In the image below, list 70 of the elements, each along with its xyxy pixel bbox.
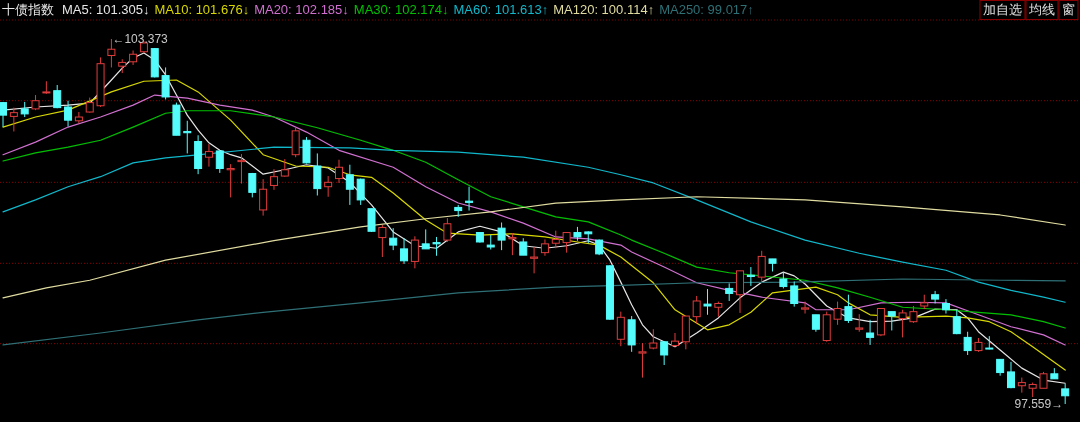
candlestick: [237, 153, 246, 185]
candlestick: [692, 295, 701, 325]
candlestick: [248, 172, 257, 198]
text: MA60: 101.613↑: [453, 2, 549, 17]
candlestick: [313, 152, 322, 197]
candlestick: [107, 38, 116, 68]
candlestick: [129, 49, 138, 66]
candlestick: [530, 246, 539, 274]
candlestick: [9, 107, 18, 132]
candlestick: [757, 250, 766, 282]
candlestick: [844, 294, 853, 324]
text: MA20: 102.185↓: [254, 2, 349, 17]
candlestick: [335, 159, 344, 184]
candlestick: [671, 332, 679, 348]
candlestick: [616, 311, 625, 347]
text: MA10: 101.676↓: [154, 2, 250, 17]
candlestick: [0, 101, 8, 128]
candlestick: [269, 168, 278, 191]
candlestick: [74, 111, 83, 124]
candlestick: [497, 222, 506, 251]
candlestick: [421, 228, 430, 250]
text: MA30: 102.174↓: [353, 2, 449, 17]
candlestick: [367, 208, 376, 233]
candlestick: [215, 149, 224, 174]
candlestick: [703, 288, 712, 316]
annotation: 97.559→: [1014, 397, 1064, 411]
candlestick: [1061, 383, 1070, 405]
text: MA250: 99.017↑: [659, 2, 754, 17]
text: 均线: [1028, 2, 1055, 17]
text: 加自选: [983, 2, 1022, 17]
candlestick: [432, 236, 441, 257]
candlestick: [790, 281, 799, 308]
candlestick: [259, 178, 268, 217]
candlestick: [941, 298, 950, 315]
candlestick: [400, 237, 409, 265]
candlestick: [638, 342, 647, 379]
candlestick: [356, 178, 365, 206]
candlestick: [324, 175, 333, 198]
candlestick: [866, 319, 875, 346]
candlestick: [204, 143, 213, 168]
text: 窗: [1062, 2, 1075, 17]
text: MA120: 100.114↑: [553, 2, 655, 17]
candlestick: [736, 270, 745, 314]
candlestick: [378, 224, 387, 258]
candlestick: [801, 301, 810, 315]
candlestick: [887, 311, 896, 331]
candlestick: [660, 341, 669, 366]
text: MA5: 101.305↓: [62, 2, 150, 17]
candlestick: [291, 127, 300, 158]
candlestick: [64, 100, 73, 127]
chart-title: 十债指数: [2, 2, 54, 17]
candlestick: [562, 232, 571, 254]
candlestick: [508, 232, 517, 256]
candlestick: [952, 309, 961, 335]
candlestick: [389, 227, 398, 251]
candlestick: [302, 136, 311, 164]
candlestick: [898, 309, 907, 338]
candlestick: [443, 217, 452, 243]
candlestick: [833, 301, 842, 326]
candlestick: [161, 66, 170, 100]
candlestick: [345, 164, 354, 206]
candlestick: [931, 290, 940, 304]
candlestick: [410, 235, 419, 269]
candlestick: [183, 120, 192, 154]
candlestick: [746, 266, 755, 287]
candlestick: [1006, 361, 1015, 389]
candlestick: [465, 186, 474, 212]
annotation: ←103.373: [112, 32, 169, 46]
candlestick: [226, 163, 235, 198]
candlestick: [963, 331, 972, 356]
